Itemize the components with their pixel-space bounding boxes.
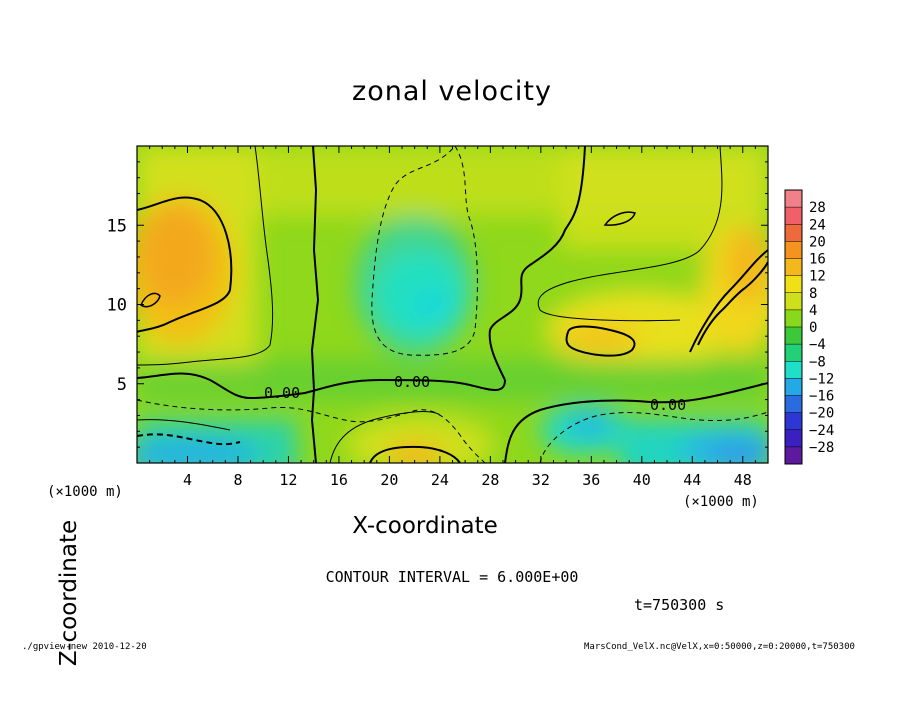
colorbar-swatch xyxy=(785,292,802,311)
colorbar-swatch xyxy=(785,378,802,396)
x-axis-ticks: 4 8 12 16 20 24 28 32 36 40 44 48 xyxy=(149,146,756,489)
colorbar-swatch xyxy=(785,258,802,277)
x-tick-label: 40 xyxy=(633,471,651,489)
x-tick-label: 48 xyxy=(734,471,752,489)
contour-label: 0.00 xyxy=(264,384,300,402)
colorbar-label: −20 xyxy=(809,406,834,422)
footer-file-info: MarsCond_VelX.nc@VelX,x=0:50000,z=0:2000… xyxy=(584,642,855,652)
x-tick-label: 12 xyxy=(279,471,297,489)
x-tick-label: 20 xyxy=(380,471,398,489)
x-tick-label: 4 xyxy=(183,471,192,489)
time-stamp: t=750300 s xyxy=(634,596,725,614)
colorbar-label: −24 xyxy=(809,423,834,439)
colorbar-swatch xyxy=(785,275,802,294)
contour-label: 0.00 xyxy=(394,373,430,391)
y-axis-label: Z-coordinate xyxy=(56,519,82,667)
contour-interval-text: CONTOUR INTERVAL = 6.000E+00 xyxy=(325,568,579,586)
colorbar-swatch xyxy=(785,190,802,208)
x-tick-label: 44 xyxy=(683,471,701,489)
colorbar-label: −12 xyxy=(809,371,834,387)
contour-label: 0.00 xyxy=(650,396,686,414)
colorbar-label: 4 xyxy=(809,303,817,319)
x-tick-label: 8 xyxy=(233,471,242,489)
x-tick-label: 28 xyxy=(481,471,499,489)
colorbar-label: −4 xyxy=(809,337,826,353)
colorbar-swatch xyxy=(785,309,802,328)
x-axis-label: X-coordinate xyxy=(352,513,498,539)
chart-title: zonal velocity xyxy=(352,76,552,107)
colorbar-swatch xyxy=(785,395,802,414)
colorbar-swatch xyxy=(785,429,802,448)
colorbar-label: 0 xyxy=(809,320,817,336)
colorbar-swatch xyxy=(785,224,802,242)
colorbar-swatch xyxy=(785,207,802,225)
x-tick-label: 16 xyxy=(330,471,348,489)
colorbar-swatch xyxy=(785,241,802,259)
colorbar-swatch xyxy=(785,446,802,465)
colorbar-label: −28 xyxy=(809,440,834,456)
colorbar-label: 8 xyxy=(809,286,817,302)
colorbar-label: 24 xyxy=(809,217,826,233)
colorbar-label: 28 xyxy=(809,200,826,216)
colorbar-swatch xyxy=(785,412,802,431)
y-tick-label: 10 xyxy=(107,296,127,316)
x-unit-label-left: (×1000 m) xyxy=(47,484,123,500)
colorbar-swatch xyxy=(785,344,802,362)
x-unit-label-right: (×1000 m) xyxy=(683,494,759,510)
colorbar-label: 16 xyxy=(809,252,826,268)
heatmap-field xyxy=(137,146,768,463)
y-tick-label: 5 xyxy=(117,375,127,395)
colorbar-label: −16 xyxy=(809,389,834,405)
colorbar-label: −8 xyxy=(809,354,826,370)
y-axis-ticks: 5 10 15 xyxy=(107,161,768,448)
colorbar-label: 12 xyxy=(809,269,826,285)
x-tick-label: 24 xyxy=(431,471,449,489)
colorbar-swatch xyxy=(785,361,802,379)
x-tick-label: 36 xyxy=(582,471,600,489)
zonal-velocity-plot: 0.00 0.00 0.00 4 8 12 16 20 24 28 32 36 40 44 48 51… xyxy=(107,145,834,489)
contour-lines xyxy=(137,146,768,463)
contour-label-group: 0.00 0.00 0.00 xyxy=(264,373,686,414)
x-tick-label: 32 xyxy=(532,471,550,489)
footer-program-info: ./gpview-new 2010-12-20 xyxy=(22,642,147,652)
colorbar-label: 20 xyxy=(809,234,826,250)
y-tick-label: 15 xyxy=(107,216,127,236)
colorbar-swatch xyxy=(785,327,802,345)
